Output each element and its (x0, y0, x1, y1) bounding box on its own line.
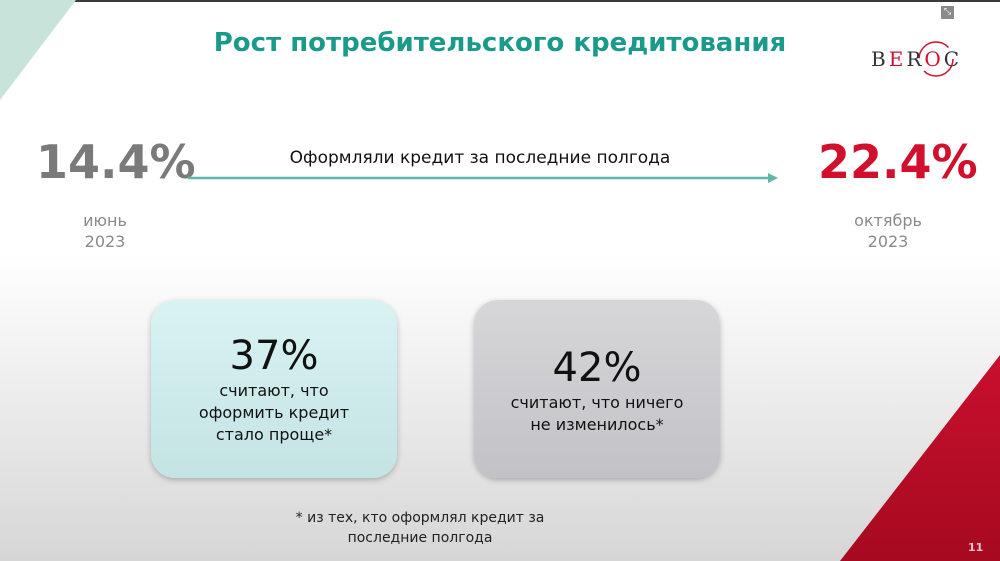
decorative-corner-red (840, 355, 1000, 561)
card-line: оформить кредит (198, 403, 350, 422)
footnote-line: * из тех, кто оформлял кредит за (295, 510, 545, 526)
card-line: не изменилось* (530, 415, 664, 434)
june-date: июнь 2023 (45, 210, 165, 252)
svg-text:BEROC: BEROC (871, 47, 962, 71)
october-month: октябрь (854, 211, 922, 230)
decorative-corner-green (0, 0, 76, 100)
window-top-border (0, 0, 1000, 2)
beroc-logo: BEROC (868, 34, 978, 84)
card-easier: 37% считают, что оформить кредит стало п… (151, 300, 397, 478)
october-year: 2023 (867, 232, 909, 251)
card-unchanged: 42% считают, что ничего не изменилось* (474, 300, 720, 478)
card-easier-text: считают, что оформить кредит стало проще… (151, 380, 397, 446)
footnote-line: последние полгода (347, 530, 493, 546)
page-number: 11 (968, 541, 984, 554)
card-line: считают, что (219, 381, 329, 400)
june-month: июнь (83, 211, 127, 230)
june-value: 14.4% (36, 135, 196, 189)
card-easier-value: 37% (229, 333, 319, 379)
arrow-label: Оформляли кредит за последние полгода (289, 148, 671, 168)
exit-fullscreen-icon[interactable]: ⤡ (941, 6, 954, 19)
footnote: * из тех, кто оформлял кредит за последн… (240, 508, 600, 548)
card-unchanged-text: считают, что ничего не изменилось* (474, 392, 720, 436)
october-date: октябрь 2023 (828, 210, 948, 252)
slide-title: Рост потребительского кредитования (213, 28, 787, 58)
arrow-right-icon (188, 173, 778, 183)
june-year: 2023 (84, 232, 126, 251)
card-line: стало проще* (215, 425, 333, 444)
card-line: считают, что ничего (510, 393, 684, 412)
october-value: 22.4% (818, 135, 978, 189)
card-unchanged-value: 42% (552, 345, 642, 391)
